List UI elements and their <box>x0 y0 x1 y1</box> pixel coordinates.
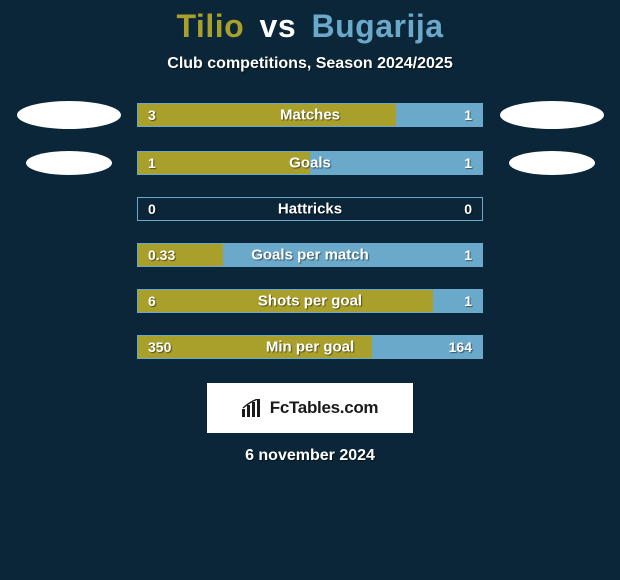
player-ellipse-right <box>509 151 595 175</box>
title-player2: Bugarija <box>312 8 444 44</box>
subtitle: Club competitions, Season 2024/2025 <box>167 55 452 73</box>
stat-bar: 0 0 Hattricks <box>137 197 483 221</box>
bar-label: Matches <box>280 107 340 124</box>
stat-bar: 3 1 Matches <box>137 103 483 127</box>
stat-row: 3 1 Matches <box>0 101 620 129</box>
bar-right-fill <box>433 290 482 312</box>
stat-bar: 350 164 Min per goal <box>137 335 483 359</box>
stat-row: 350 164 Min per goal <box>0 335 620 359</box>
left-side-cell <box>0 151 137 175</box>
stat-row: 0 0 Hattricks <box>0 197 620 221</box>
bar-label: Goals <box>289 155 331 172</box>
player-ellipse-right <box>500 101 604 129</box>
bar-right-fill <box>310 152 482 174</box>
logo: FcTables.com <box>242 398 379 418</box>
right-side-cell <box>483 151 620 175</box>
bar-right-value: 1 <box>464 107 472 123</box>
stat-row: 1 1 Goals <box>0 151 620 175</box>
stat-row: 0.33 1 Goals per match <box>0 243 620 267</box>
player-ellipse-left <box>26 151 112 175</box>
bar-right-value: 1 <box>464 155 472 171</box>
bars-icon <box>242 399 264 417</box>
bar-right-value: 0 <box>464 201 472 217</box>
bar-left-value: 350 <box>148 339 171 355</box>
bar-label: Min per goal <box>266 339 354 356</box>
player-ellipse-left <box>17 101 121 129</box>
bar-left-value: 0 <box>148 201 156 217</box>
bar-left-fill <box>138 104 396 126</box>
bar-right-value: 1 <box>464 293 472 309</box>
title-vs: vs <box>260 8 297 44</box>
bar-left-value: 1 <box>148 155 156 171</box>
bar-label: Shots per goal <box>258 293 362 310</box>
stat-bar: 1 1 Goals <box>137 151 483 175</box>
stats-rows: 3 1 Matches 1 1 Goals 0 0 Hattricks 0.33 1 Goals pe… <box>0 101 620 381</box>
right-side-cell <box>483 101 620 129</box>
bar-right-value: 1 <box>464 247 472 263</box>
bar-label: Hattricks <box>278 201 342 218</box>
date-label: 6 november 2024 <box>245 447 375 465</box>
left-side-cell <box>0 101 137 129</box>
title-player1: Tilio <box>176 8 244 44</box>
bar-left-value: 0.33 <box>148 247 175 263</box>
stat-bar: 0.33 1 Goals per match <box>137 243 483 267</box>
bar-right-value: 164 <box>449 339 472 355</box>
bar-left-value: 6 <box>148 293 156 309</box>
page-title: Tilio vs Bugarija <box>176 8 443 45</box>
logo-box: FcTables.com <box>207 383 413 433</box>
bar-label: Goals per match <box>251 247 369 264</box>
bar-left-value: 3 <box>148 107 156 123</box>
stat-bar: 6 1 Shots per goal <box>137 289 483 313</box>
stat-row: 6 1 Shots per goal <box>0 289 620 313</box>
logo-text: FcTables.com <box>270 398 379 418</box>
bar-left-fill <box>138 152 310 174</box>
